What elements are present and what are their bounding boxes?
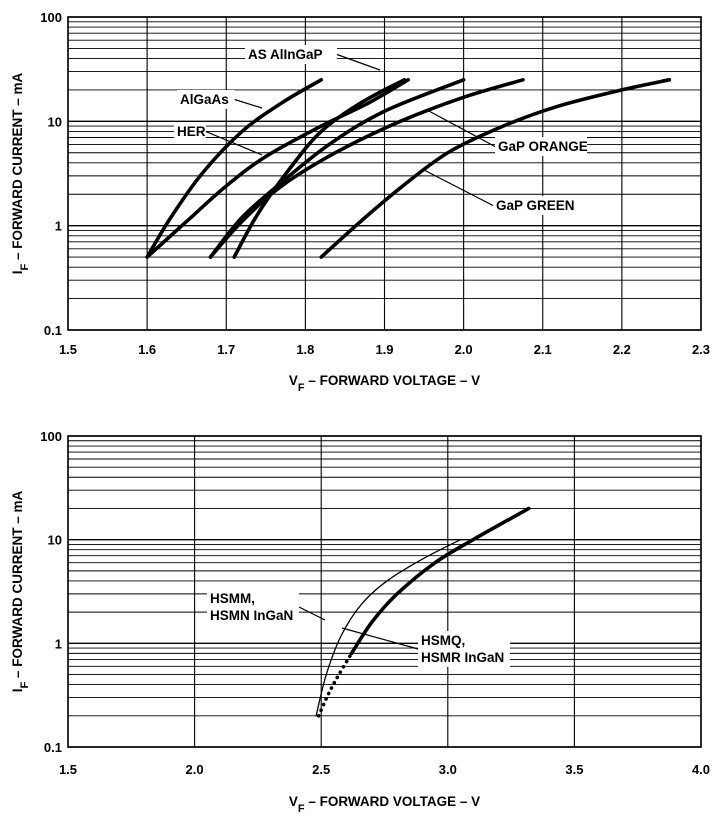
y-axis-title-subscript: F bbox=[19, 264, 31, 271]
curve-gap-orange bbox=[208, 78, 466, 259]
label-her: HER bbox=[177, 124, 206, 139]
label-background bbox=[493, 196, 577, 215]
y-tick-label: 100 bbox=[40, 10, 62, 25]
plot-frame bbox=[67, 435, 702, 748]
label-algaas: AlGaAs bbox=[180, 92, 229, 107]
x-tick-label: 4.0 bbox=[692, 762, 710, 777]
x-tick-label: 1.9 bbox=[375, 342, 393, 357]
label-hsmq-hsmr-line: HSMR InGaN bbox=[421, 650, 504, 665]
label-leader-line bbox=[298, 606, 326, 621]
curve-hsmq-hsmr-dotted bbox=[316, 651, 354, 718]
label-leader-line bbox=[423, 169, 494, 207]
x-axis-title: VF – FORWARD VOLTAGE – V bbox=[289, 794, 480, 815]
x-tick-label: 2.1 bbox=[534, 342, 552, 357]
label-background bbox=[177, 90, 235, 109]
x-tick-label: 3.0 bbox=[439, 762, 457, 777]
label-gap-orange: GaP ORANGE bbox=[498, 139, 588, 154]
label-leader-line bbox=[341, 627, 419, 650]
label-leader-line bbox=[234, 98, 263, 109]
curve-gap-green bbox=[208, 78, 525, 259]
y-axis-title: IF – FORWARD CURRENT – mA bbox=[10, 490, 31, 692]
y-tick-label: 1 bbox=[55, 219, 62, 234]
y-axis-title-text: – FORWARD CURRENT – mA bbox=[10, 490, 25, 681]
y-tick-label: 100 bbox=[40, 429, 62, 444]
x-tick-label: 2.0 bbox=[455, 342, 473, 357]
x-tick-label: 3.5 bbox=[565, 762, 583, 777]
label-background bbox=[245, 45, 337, 64]
curve-hsmq-hsmr bbox=[349, 506, 531, 656]
y-tick-label: 10 bbox=[48, 533, 62, 548]
label-background bbox=[174, 122, 206, 141]
label-background bbox=[418, 631, 510, 667]
label-background bbox=[207, 589, 299, 625]
x-axis-title-text: – FORWARD VOLTAGE – V bbox=[305, 794, 481, 809]
x-tick-label: 1.5 bbox=[59, 342, 77, 357]
x-tick-label: 2.0 bbox=[186, 762, 204, 777]
label-as-alingap: AS AlInGaP bbox=[248, 47, 323, 62]
label-leader-line bbox=[426, 109, 496, 148]
x-tick-label: 2.5 bbox=[312, 762, 330, 777]
x-axis-title-subscript: F bbox=[298, 803, 305, 815]
y-axis-title: IF – FORWARD CURRENT – mA bbox=[10, 72, 31, 274]
label-hsmq-hsmr-line: HSMQ, bbox=[421, 633, 465, 648]
x-axis-title-text: – FORWARD VOLTAGE – V bbox=[305, 373, 481, 388]
curve-unlabeled bbox=[319, 78, 672, 259]
x-axis-title-symbol: V bbox=[289, 794, 298, 809]
x-tick-label: 1.6 bbox=[138, 342, 156, 357]
x-axis-title-subscript: F bbox=[298, 382, 305, 394]
y-tick-label: 0.1 bbox=[44, 740, 62, 755]
y-axis-title-symbol: I bbox=[10, 689, 25, 693]
label-leader-line bbox=[336, 53, 381, 71]
x-tick-label: 1.8 bbox=[296, 342, 314, 357]
x-tick-label: 2.3 bbox=[692, 342, 710, 357]
curve-as-alingap bbox=[232, 78, 407, 259]
curve-algaas bbox=[145, 78, 323, 259]
curve-hsmm-hsmn bbox=[315, 539, 462, 717]
label-leader-line bbox=[205, 130, 263, 156]
y-axis-title-text: – FORWARD CURRENT – mA bbox=[10, 72, 25, 263]
label-gap-green: GaP GREEN bbox=[496, 198, 575, 213]
x-axis-title: VF – FORWARD VOLTAGE – V bbox=[289, 373, 480, 394]
label-background bbox=[495, 137, 587, 156]
plot-frame bbox=[67, 16, 702, 331]
x-tick-label: 1.7 bbox=[217, 342, 235, 357]
y-axis-title-subscript: F bbox=[19, 682, 31, 689]
y-tick-label: 1 bbox=[55, 636, 62, 651]
y-axis-title-symbol: I bbox=[10, 271, 25, 275]
x-axis-title-symbol: V bbox=[289, 373, 298, 388]
y-tick-label: 10 bbox=[48, 114, 62, 129]
x-tick-label: 2.2 bbox=[613, 342, 631, 357]
label-hsmm-hsmn-line: HSMN InGaN bbox=[210, 608, 293, 623]
curve-her bbox=[145, 78, 411, 259]
label-hsmm-hsmn-line: HSMM, bbox=[210, 591, 255, 606]
x-tick-label: 1.5 bbox=[59, 762, 77, 777]
y-tick-label: 0.1 bbox=[44, 323, 62, 338]
